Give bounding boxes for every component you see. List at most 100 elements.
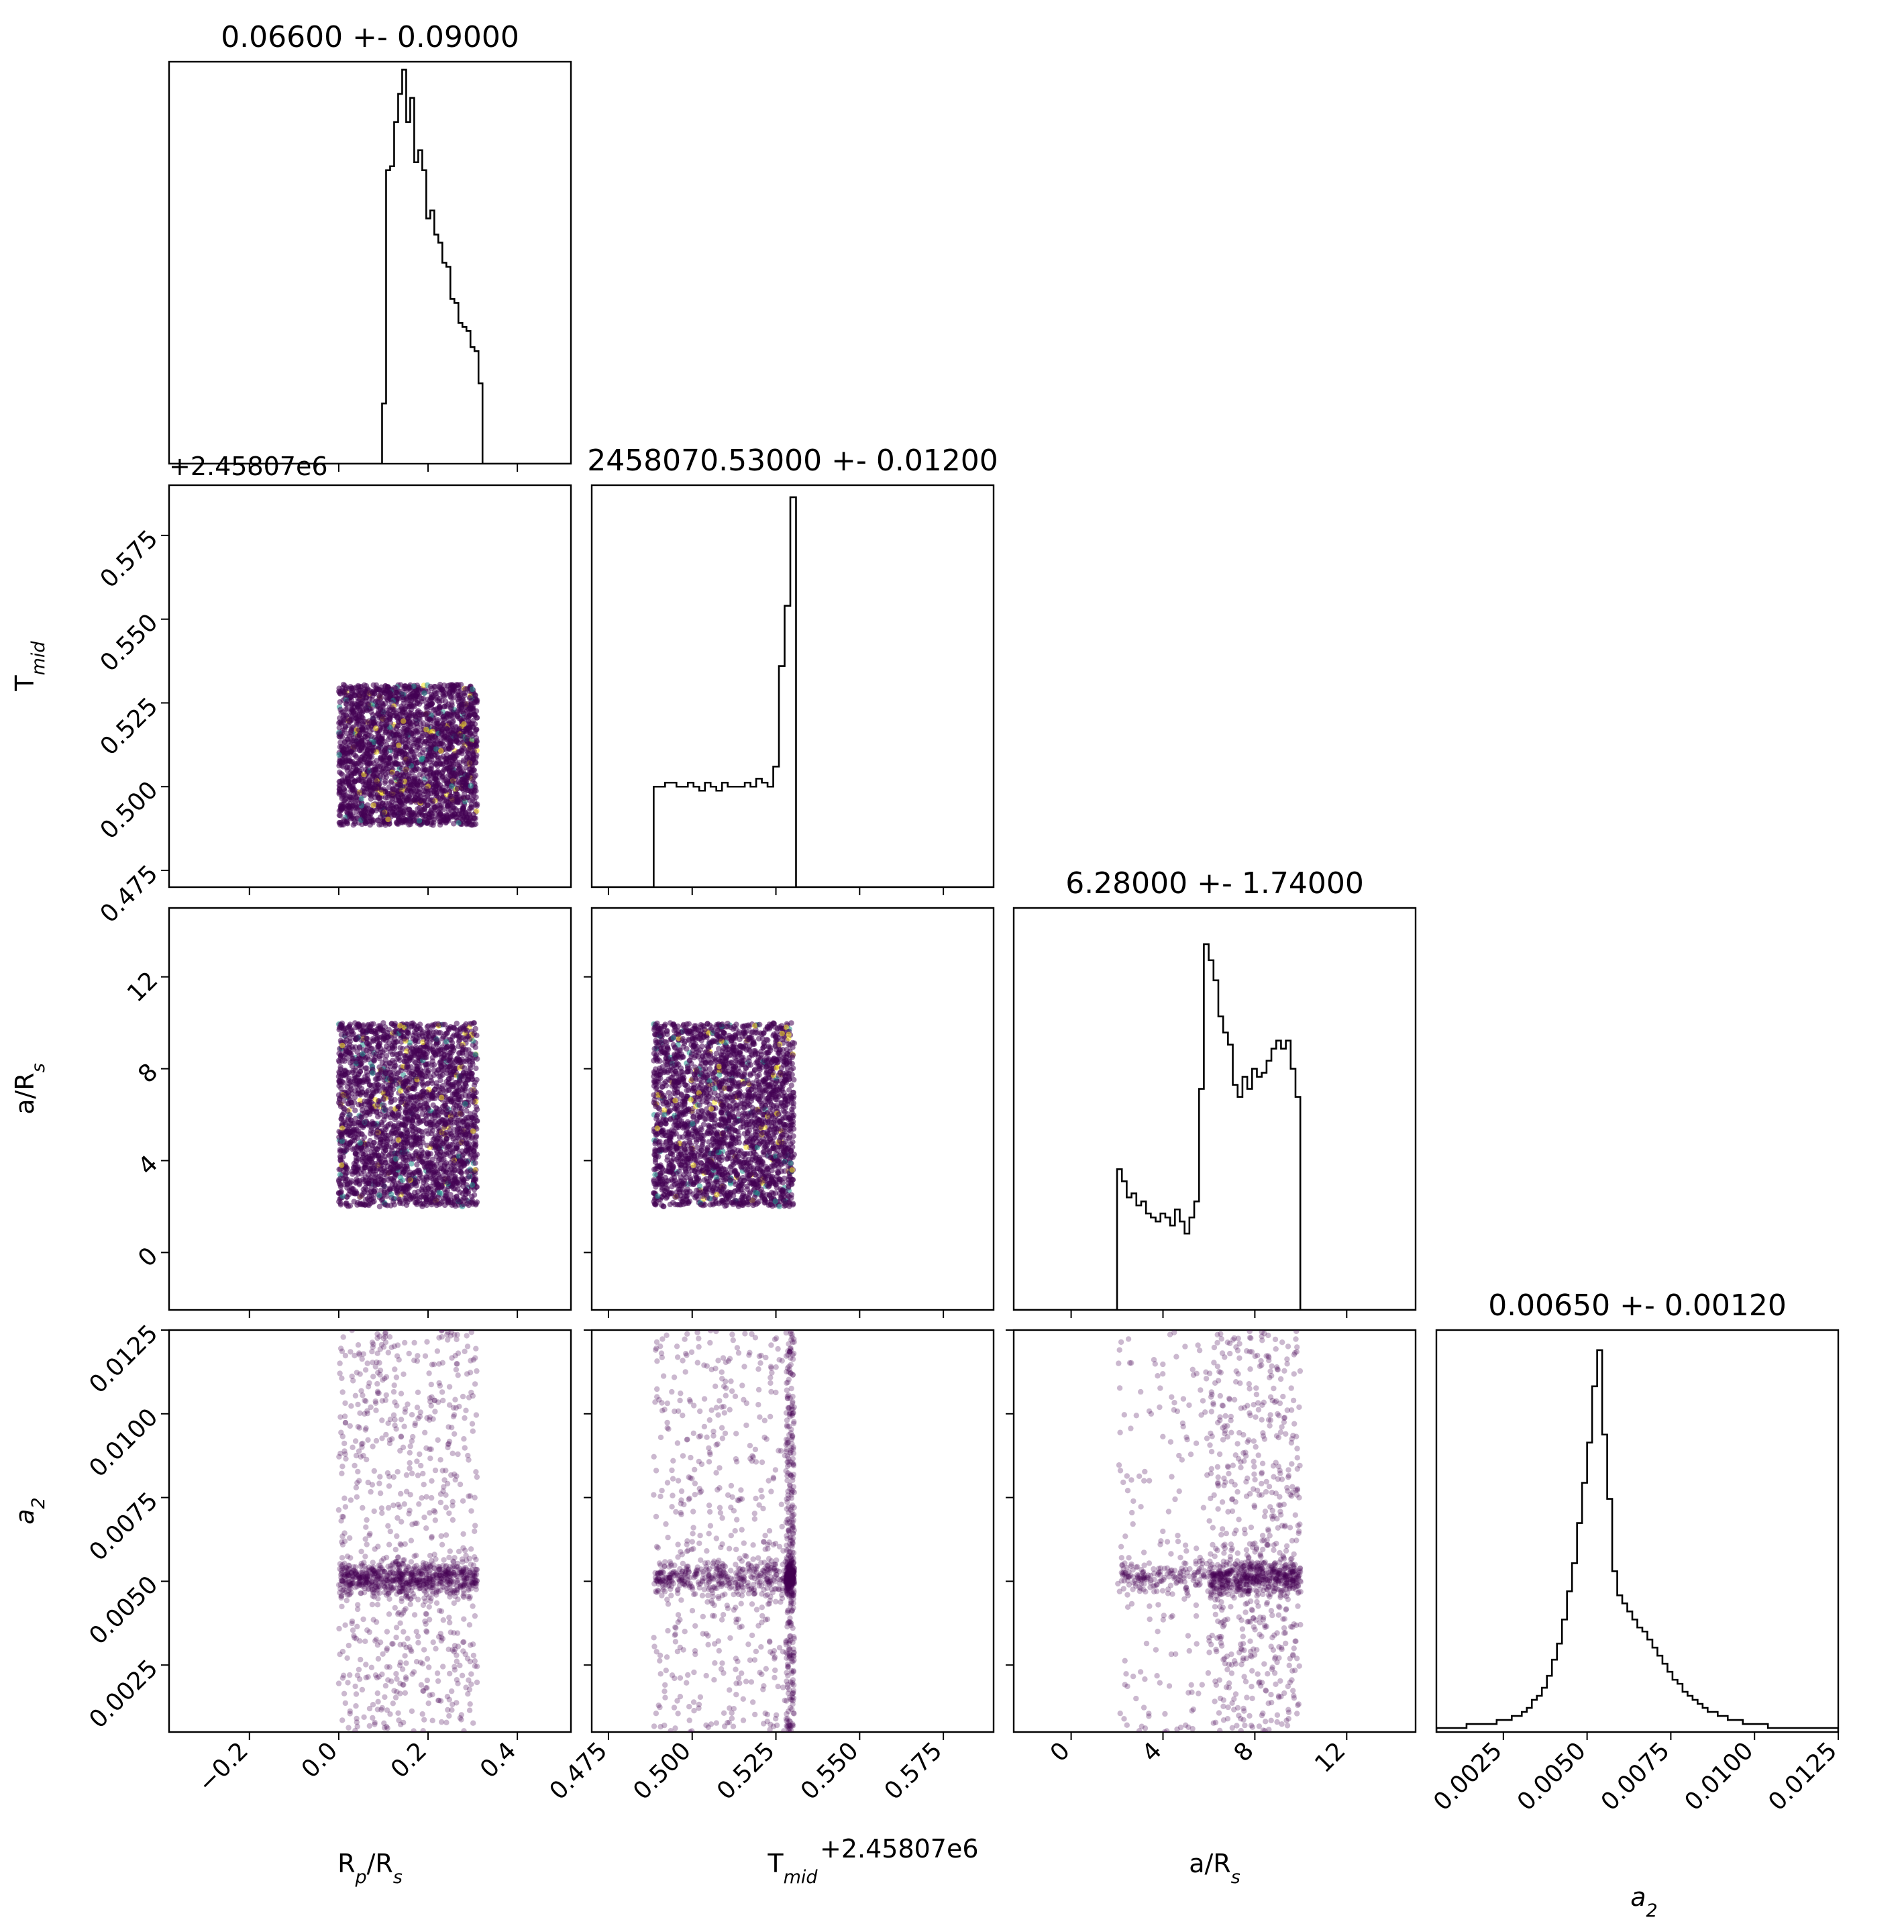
sample-point	[464, 686, 470, 692]
sample-point	[420, 1192, 426, 1199]
sample-point	[462, 795, 468, 801]
sample-point	[367, 1023, 374, 1029]
sample-point	[372, 1153, 378, 1159]
sample-point	[344, 809, 350, 815]
sample-point	[391, 684, 398, 691]
sample-point	[458, 1110, 464, 1116]
sample-point	[415, 708, 421, 714]
sample-point	[440, 721, 447, 727]
sample-point	[447, 1192, 454, 1198]
sample-point	[464, 1182, 470, 1188]
sample-point	[411, 1050, 417, 1057]
sample-point	[360, 727, 366, 733]
sample-point	[344, 750, 350, 756]
sample-point	[360, 1051, 366, 1057]
sample-point	[425, 1080, 431, 1086]
sample-point	[379, 735, 385, 742]
sample-point	[363, 705, 369, 712]
sample-point	[403, 769, 409, 775]
sample-point	[343, 1073, 349, 1079]
sample-point	[423, 756, 429, 763]
sample-point	[408, 1145, 415, 1151]
sample-point	[465, 1135, 472, 1141]
sample-point	[350, 742, 357, 748]
sample-point	[396, 1057, 403, 1064]
sample-point	[414, 700, 421, 706]
sample-point	[375, 739, 381, 746]
sample-point	[337, 813, 343, 819]
sample-point	[339, 1138, 345, 1144]
sample-point	[401, 1058, 407, 1064]
sample-point	[469, 686, 476, 693]
sample-point	[384, 795, 390, 801]
sample-point	[407, 1100, 413, 1107]
sample-point	[434, 793, 440, 799]
sample-point	[428, 701, 434, 707]
axes-frame	[590, 484, 995, 888]
sample-point	[435, 1135, 441, 1141]
sample-point	[375, 762, 382, 768]
sample-point	[472, 1160, 478, 1166]
sample-point	[370, 1070, 376, 1076]
sample-point	[445, 1087, 452, 1093]
sample-point	[464, 780, 470, 786]
sample-point	[433, 1080, 439, 1086]
sample-point	[350, 1171, 356, 1177]
sample-point	[451, 821, 457, 827]
sample-point	[437, 819, 443, 825]
sample-point	[381, 1188, 388, 1194]
sample-point	[376, 1064, 382, 1070]
sample-point	[443, 1039, 449, 1045]
sample-point	[384, 760, 391, 766]
sample-point	[425, 802, 431, 809]
sample-point	[386, 1152, 392, 1158]
sample-point	[361, 756, 368, 762]
sample-point	[464, 1197, 470, 1203]
sample-point	[346, 1041, 352, 1048]
sample-point	[346, 1077, 352, 1084]
sample-point	[472, 693, 478, 699]
sample-point	[460, 1045, 466, 1051]
sample-point	[349, 701, 355, 708]
sample-point	[388, 1099, 394, 1106]
sample-point	[388, 809, 394, 815]
sample-point	[365, 723, 372, 730]
y-tick-label: 4	[133, 1150, 163, 1180]
sample-point	[405, 1182, 411, 1188]
sample-point	[416, 805, 423, 811]
sample-point	[427, 769, 434, 775]
sample-point	[441, 1176, 448, 1182]
sample-point	[449, 1034, 456, 1040]
sample-point	[355, 699, 362, 705]
sample-point	[431, 1068, 437, 1074]
sample-point	[458, 1105, 465, 1112]
sample-point	[360, 1191, 366, 1197]
sample-point	[342, 1033, 348, 1039]
sample-point	[355, 682, 362, 689]
sample-point	[443, 725, 449, 731]
sample-point	[338, 819, 344, 826]
sample-point	[419, 730, 425, 736]
sample-point	[348, 815, 354, 822]
sample-point	[362, 813, 368, 820]
sample-point	[345, 803, 351, 809]
sample-point	[418, 1201, 424, 1207]
sample-point	[424, 732, 430, 738]
sample-point	[356, 727, 362, 733]
sample-point	[384, 1029, 390, 1036]
sample-point	[408, 700, 414, 706]
sample-point	[421, 780, 427, 786]
sample-point	[445, 745, 452, 752]
sample-point	[358, 1061, 364, 1067]
sample-point	[433, 746, 439, 752]
histogram-line	[169, 68, 571, 464]
sample-point	[352, 821, 358, 827]
sample-point	[376, 708, 382, 714]
sample-point	[417, 1135, 423, 1141]
sample-point	[436, 1184, 442, 1190]
sample-point	[457, 749, 463, 756]
sample-point	[470, 756, 476, 762]
sample-point	[337, 1158, 343, 1164]
sample-point	[369, 809, 375, 815]
panel-rp-vs-rp	[168, 60, 572, 472]
